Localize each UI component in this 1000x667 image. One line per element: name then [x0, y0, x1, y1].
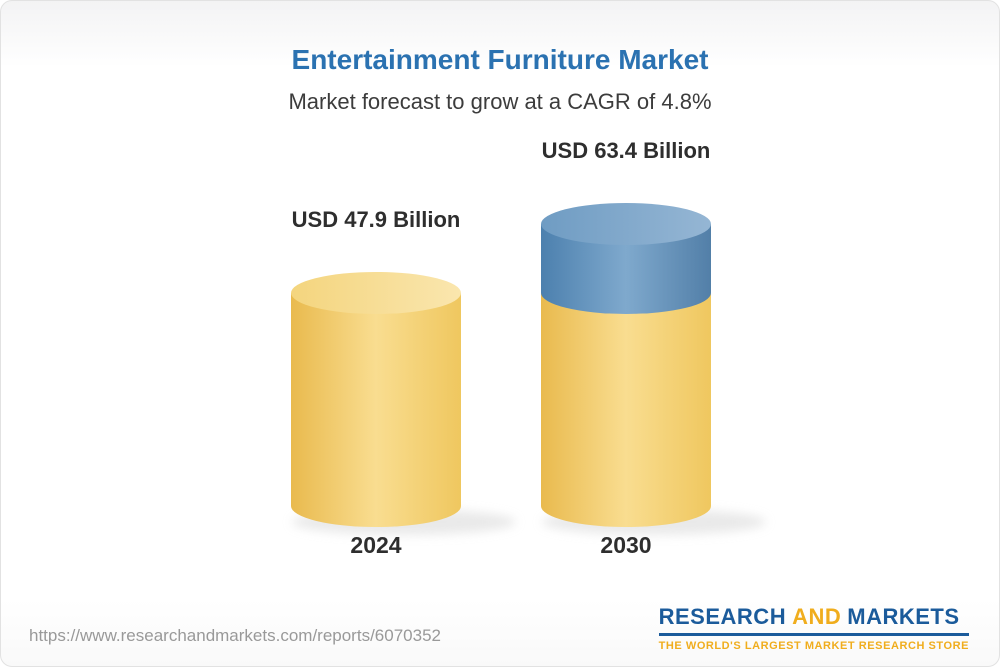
chart-subtitle: Market forecast to grow at a CAGR of 4.8…: [288, 89, 712, 114]
logo-divider: [658, 633, 969, 636]
category-label-2024: 2024: [350, 532, 402, 558]
logo-word-markets: MARKETS: [847, 604, 960, 629]
bar-2030-growth-body: [541, 224, 711, 314]
researchandmarkets-logo[interactable]: RESEARCH AND MARKETS THE WORLD'S LARGEST M…: [658, 604, 969, 652]
value-label-2024: USD 47.9 Billion: [291, 206, 461, 232]
category-label-2030: 2030: [600, 532, 652, 558]
logo-word-and: AND: [792, 604, 842, 629]
bar-2024-body: [291, 292, 461, 527]
value-label-2030: USD 63.4 Billion: [541, 138, 711, 163]
logo-tagline: THE WORLD'S LARGEST MARKET RESEARCH STOR…: [658, 640, 969, 652]
chart-title: Entertainment Furniture Market: [291, 44, 709, 75]
bar-2024-top: [291, 271, 461, 314]
report-url[interactable]: https://www.researchandmarkets.com/repor…: [29, 626, 441, 645]
bar-2030-base-body: [541, 292, 711, 527]
bar-2030-top: [541, 203, 711, 245]
logo-wordmark: RESEARCH AND MARKETS: [659, 604, 969, 630]
logo-word-research: RESEARCH: [658, 604, 787, 629]
